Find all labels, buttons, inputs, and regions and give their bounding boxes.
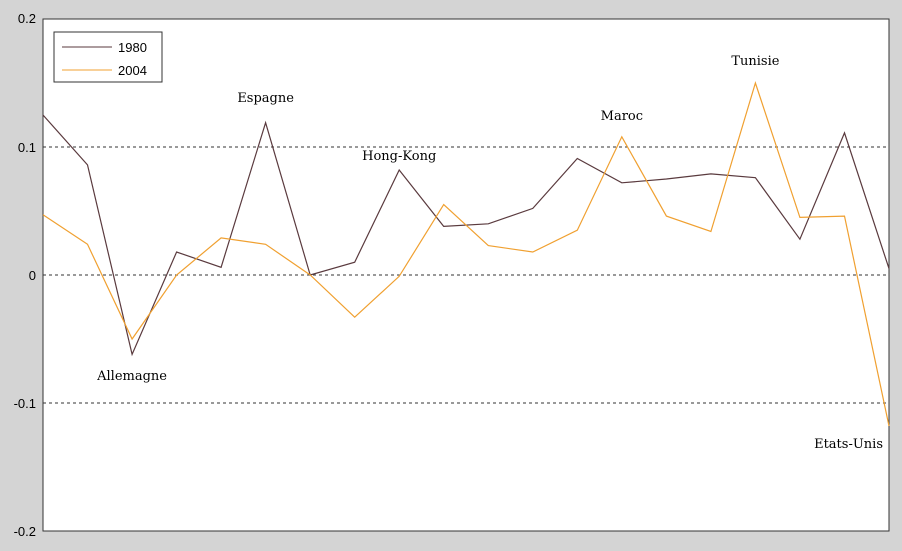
y-tick-label: 0.2 [18,11,36,26]
y-tick-label: 0.1 [18,140,36,155]
legend-label-2004: 2004 [118,63,147,78]
annotation-label: Etats-Unis [814,437,883,452]
reference-lines [43,146,889,404]
series-layer [42,81,890,427]
series-line-2004 [42,81,890,427]
annotation-label: Tunisie [731,54,779,69]
legend: 1980 2004 [53,31,163,83]
y-tick-label: -0.2 [14,524,36,539]
legend-label-1980: 1980 [118,40,147,55]
annotation-label: Hong-Kong [362,149,436,164]
annotations: Espagne Allemagne Hong-Kong Maroc Tunisie Eta… [96,54,883,452]
y-tick-label: 0 [29,268,36,283]
annotation-label: Allemagne [96,369,167,384]
annotation-label: Maroc [601,109,643,124]
legend-box [53,31,163,83]
annotation-label: Espagne [237,91,294,106]
y-axis: 0.2 0.1 0 -0.1 -0.2 [14,11,36,539]
y-tick-label: -0.1 [14,396,36,411]
